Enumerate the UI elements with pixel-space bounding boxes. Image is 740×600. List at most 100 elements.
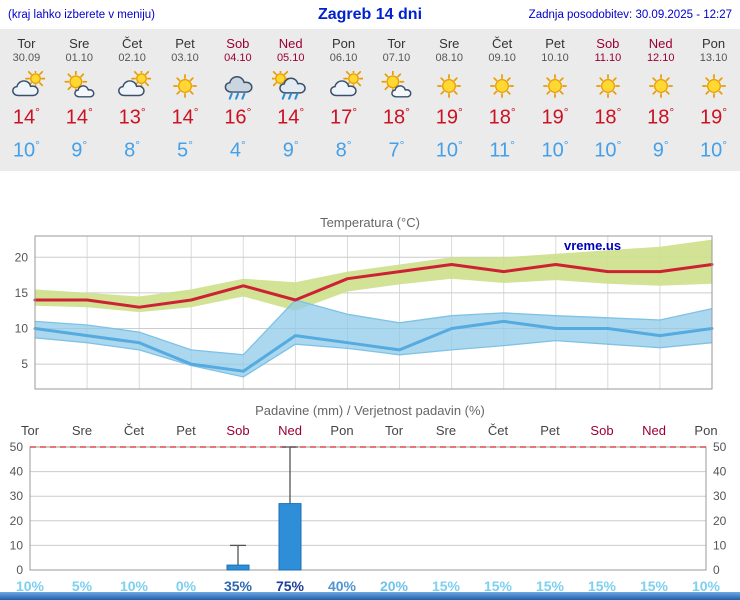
high-temp-value: 14: [171, 106, 194, 129]
low-temp: 4°: [211, 138, 264, 163]
high-temp: 18°: [476, 105, 529, 130]
high-temp-value: 13: [118, 106, 141, 129]
day-name: Tor: [17, 36, 36, 51]
page-title: Zagreb 14 dni: [317, 6, 423, 23]
day-column-02.10[interactable]: Čet 02.10 13° 8°: [106, 36, 159, 162]
low-temp-value: 10: [594, 139, 617, 162]
temperature-chart-title: Temperatura (°C): [320, 215, 420, 231]
day-column-11.10[interactable]: Sob 11.10 18° 10°: [581, 36, 634, 162]
precip-probability: 15%: [483, 578, 513, 595]
svg-text:40: 40: [713, 465, 727, 479]
degree-symbol: °: [346, 137, 352, 152]
sun-icon: [423, 69, 476, 103]
degree-symbol: °: [35, 105, 40, 119]
degree-symbol: °: [87, 105, 93, 119]
low-temp: 9°: [53, 138, 106, 163]
degree-symbol: °: [82, 137, 88, 152]
day-name: Ned: [278, 36, 303, 51]
day-column-04.10[interactable]: Sob 04.10 16° 4°: [211, 36, 264, 162]
day-column-05.10[interactable]: Ned 05.10 14° 9°: [264, 36, 317, 162]
svg-text:20: 20: [713, 514, 727, 528]
precip-day-label: Sob: [590, 423, 614, 439]
day-column-10.10[interactable]: Pet 10.10 19° 10°: [529, 36, 582, 162]
day-column-12.10[interactable]: Ned 12.10 18° 9°: [634, 36, 687, 162]
high-temp-value: 16: [224, 106, 247, 129]
day-date: 01.10: [65, 52, 94, 64]
temperature-chart: 5 10 15 20 vreme.us: [15, 235, 714, 390]
svg-text:vreme.us: vreme.us: [564, 238, 621, 253]
rain-icon: [211, 69, 264, 103]
cloud-sun-icon: [317, 69, 370, 103]
low-temp-value: 10: [435, 139, 458, 162]
precip-probability: 10%: [691, 578, 721, 595]
precip-day-label: Čet: [487, 423, 509, 439]
low-temp-value: 10: [12, 139, 36, 162]
rain-icon: [224, 76, 253, 100]
degree-symbol: °: [193, 105, 199, 119]
day-column-08.10[interactable]: Sre 08.10 19° 10°: [423, 36, 476, 162]
precip-probability: 15%: [587, 578, 617, 595]
degree-symbol: °: [188, 137, 193, 152]
precip-day-label: Tor: [20, 423, 40, 439]
day-column-03.10[interactable]: Pet 03.10 14° 5°: [159, 36, 212, 162]
high-temp-value: 18: [488, 106, 511, 129]
high-temp-value: 14: [65, 106, 88, 129]
precip-probability: 75%: [275, 578, 305, 595]
high-temp-value: 18: [647, 106, 670, 129]
precip-day-label: Čet: [123, 423, 145, 439]
degree-symbol: °: [457, 105, 463, 119]
high-temp-value: 18: [594, 106, 617, 129]
high-temp-value: 18: [382, 106, 406, 129]
precip-day-label: Sob: [226, 423, 250, 439]
low-temp: 8°: [317, 138, 370, 163]
day-date: 06.10: [329, 52, 358, 64]
day-column-06.10[interactable]: Pon 06.10 17° 8°: [317, 36, 370, 162]
svg-text:30: 30: [10, 490, 24, 504]
high-temp-value: 17: [330, 106, 353, 129]
precipitation-section: Padavine (mm) / Verjetnost padavin (%) T…: [0, 403, 740, 596]
svg-text:20: 20: [10, 514, 24, 528]
day-column-13.10[interactable]: Pon 13.10 19° 10°: [687, 36, 740, 162]
low-temp-value: 10: [541, 139, 564, 162]
high-temp-value: 19: [541, 106, 564, 129]
precip-day-label: Pon: [694, 423, 718, 439]
precipitation-chart: 0 0 10 10 20 20 30 30 40 40 50 50: [10, 441, 727, 577]
degree-symbol: °: [669, 105, 675, 119]
sun-icon: [159, 69, 212, 103]
day-date: 05.10: [276, 52, 305, 64]
high-temp: 13°: [106, 105, 159, 130]
low-temp-value: 11: [489, 139, 511, 162]
low-temp-value: 8: [335, 139, 347, 162]
day-column-01.10[interactable]: Sre 01.10 14° 9°: [53, 36, 106, 162]
sun-icon: [701, 74, 726, 98]
precip-probability: 10%: [119, 578, 149, 595]
day-column-30.09[interactable]: Tor 30.09 14° 10°: [0, 36, 53, 162]
high-temp-value: 19: [700, 106, 723, 129]
low-temp: 7°: [370, 138, 423, 163]
high-temp: 18°: [370, 105, 423, 130]
degree-symbol: °: [352, 105, 358, 119]
high-temp: 14°: [0, 105, 53, 130]
day-name: Pon: [332, 36, 356, 51]
forecast-strip: Tor 30.09 14° 10° Sre 01.10 14° 9° Čet 0…: [0, 29, 740, 172]
day-name: Ned: [648, 36, 673, 51]
low-temp: 10°: [423, 138, 476, 163]
day-name: Čet: [492, 36, 513, 51]
day-column-09.10[interactable]: Čet 09.10 18° 11°: [476, 36, 529, 162]
svg-text:0: 0: [16, 563, 23, 577]
high-temp: 19°: [687, 105, 740, 130]
sun-icon: [437, 74, 462, 98]
precip-probability: 15%: [431, 578, 461, 595]
day-date: 08.10: [435, 52, 464, 64]
day-date: 03.10: [171, 52, 199, 64]
bottom-nav-bar[interactable]: [0, 592, 740, 600]
day-name: Čet: [122, 36, 143, 51]
precip-day-label: Ned: [278, 423, 302, 439]
degree-symbol: °: [722, 137, 728, 152]
precip-day-label: Pon: [330, 423, 354, 439]
last-update-label: Zadnja posodobitev: 30.09.2025 - 12:27: [528, 9, 732, 21]
low-temp: 8°: [106, 138, 159, 163]
cloud-sun-icon: [106, 69, 159, 103]
day-column-07.10[interactable]: Tor 07.10 18° 7°: [370, 36, 423, 162]
high-temp: 18°: [634, 105, 687, 130]
